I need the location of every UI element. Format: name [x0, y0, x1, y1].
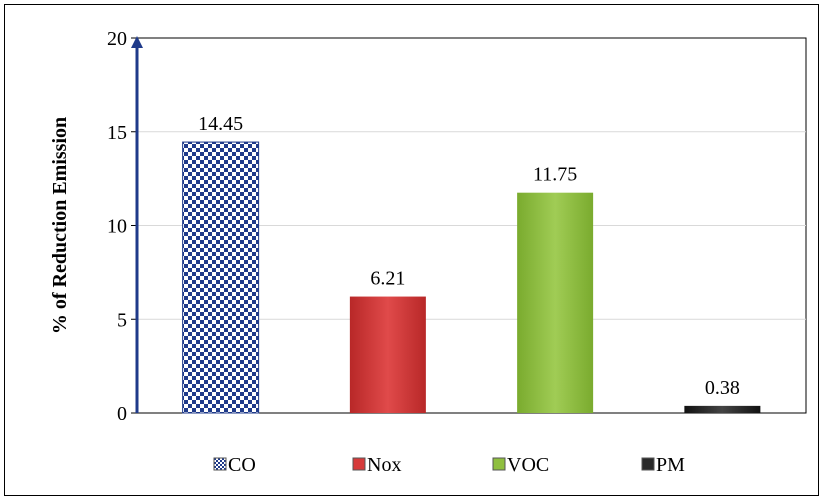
legend-label-nox: Nox	[367, 454, 401, 476]
bar-voc	[517, 192, 594, 413]
legend-label-pm: PM	[656, 454, 685, 476]
data-label-voc: 11.75	[533, 164, 577, 186]
bar-co	[182, 141, 260, 414]
legend-swatch-voc	[492, 457, 506, 471]
legend-swatch-nox	[352, 457, 366, 471]
data-label-co: 14.45	[198, 113, 243, 135]
y-tick-label: 0	[117, 403, 127, 425]
y-tick-label: 20	[107, 28, 127, 50]
y-axis-label: % of Reduction Emission	[49, 117, 71, 334]
legend: CO Nox VOC PM	[213, 454, 685, 476]
y-axis-ticks: 0 5 10 15 20	[107, 28, 137, 425]
data-labels: 14.45 6.21 11.75 0.38	[198, 113, 740, 399]
y-axis-arrow-icon	[131, 36, 143, 48]
y-tick-label: 5	[117, 309, 127, 331]
legend-label-co: CO	[228, 454, 256, 476]
y-tick-label: 15	[107, 122, 127, 144]
bars	[182, 141, 761, 414]
legend-swatch-co	[213, 457, 227, 471]
legend-label-voc: VOC	[507, 454, 549, 476]
data-label-nox: 6.21	[370, 268, 405, 290]
bar-pm	[684, 405, 761, 413]
data-label-pm: 0.38	[705, 377, 740, 399]
legend-swatch-pm	[641, 457, 655, 471]
y-tick-label: 10	[107, 216, 127, 238]
y-axis	[131, 36, 143, 413]
bar-nox	[349, 296, 426, 413]
